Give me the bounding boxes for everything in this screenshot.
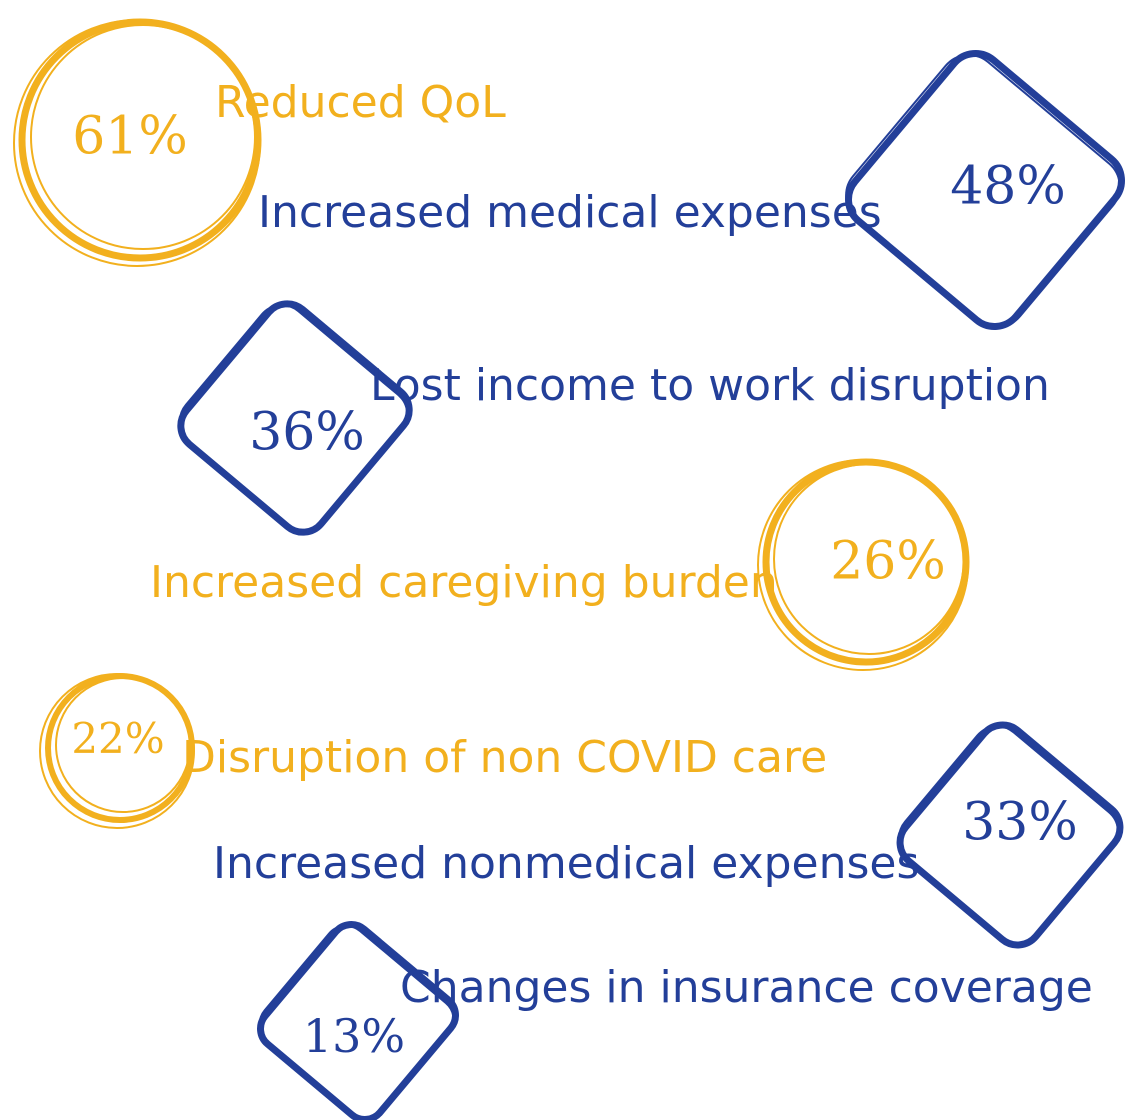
label: Increased medical expenses: [258, 187, 882, 238]
circle-22: [39, 673, 195, 829]
square-13: [257, 921, 459, 1120]
percent: 26%: [830, 532, 946, 592]
percent: 36%: [249, 403, 365, 463]
label: Changes in insurance coverage: [400, 962, 1093, 1013]
percent: 33%: [962, 793, 1078, 853]
label: Reduced QoL: [215, 77, 506, 128]
percent: 22%: [71, 714, 164, 763]
label: Increased caregiving burden: [150, 557, 778, 608]
circle-26: [757, 458, 970, 671]
circle-61: [13, 18, 262, 267]
label: Disruption of non COVID care: [182, 732, 827, 783]
percent: 13%: [303, 1009, 405, 1063]
square-48: [845, 50, 1125, 330]
label: Increased nonmedical expenses: [213, 838, 919, 889]
square-33: [896, 721, 1124, 949]
label: Lost income to work disruption: [370, 360, 1050, 411]
percent: 61%: [72, 107, 188, 167]
square-36: [177, 300, 413, 536]
percent: 48%: [950, 157, 1066, 217]
